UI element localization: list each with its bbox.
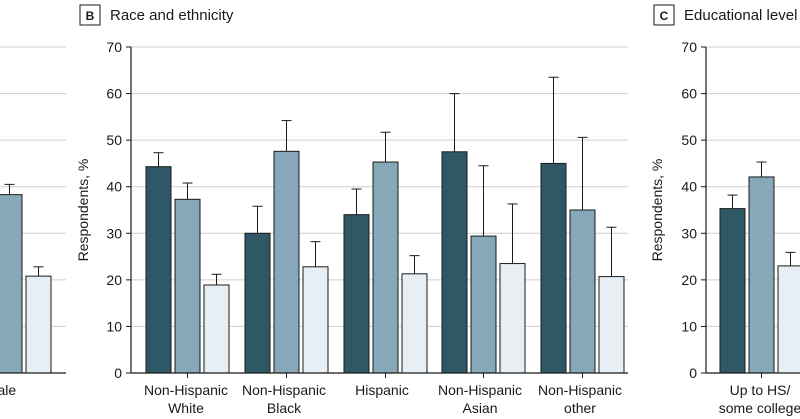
panel-title-c: Educational level xyxy=(684,7,797,24)
y-tick-label-c: 30 xyxy=(681,225,697,241)
bar-b-s3-c4 xyxy=(499,263,526,374)
bar-a-s3-c1 xyxy=(25,275,52,374)
bar-b-s2-c4 xyxy=(470,235,497,374)
bar-b-s2-c1 xyxy=(174,198,201,374)
y-tick-label-c: 0 xyxy=(689,365,697,381)
bar-c-s3-c1 xyxy=(777,265,800,374)
x-tick-label-b: Non-Hispanic xyxy=(242,382,326,398)
panel-letter-b: B xyxy=(86,9,95,23)
x-tick-label-c: Up to HS/ xyxy=(730,382,791,398)
x-tick-label-a: male xyxy=(0,382,16,398)
y-tick-label-c: 50 xyxy=(681,132,697,148)
bar-b-s2-c2 xyxy=(273,150,300,374)
bar-b-s1-c4 xyxy=(441,151,468,374)
bar-a-s2-c1 xyxy=(0,194,23,374)
panel-badge-b xyxy=(79,4,101,26)
panel-title-b: Race and ethnicity xyxy=(110,7,234,24)
x-tick-label-b: other xyxy=(564,400,596,416)
x-tick-label-b: Black xyxy=(267,400,302,416)
y-tick-label-b: 10 xyxy=(106,318,122,334)
x-tick-label-b: Non-Hispanic xyxy=(538,382,622,398)
bar-b-s2-c5 xyxy=(569,209,596,374)
bar-b-s1-c3 xyxy=(343,214,370,374)
y-tick-label-c: 10 xyxy=(681,318,697,334)
x-tick-label-b: Non-Hispanic xyxy=(144,382,228,398)
bar-b-s1-c5 xyxy=(540,162,567,374)
y-tick-label-c: 70 xyxy=(681,39,697,55)
y-tick-label-c: 20 xyxy=(681,272,697,288)
bar-b-s3-c1 xyxy=(203,284,230,374)
y-tick-label-b: 20 xyxy=(106,272,122,288)
bar-b-s1-c2 xyxy=(244,232,271,374)
y-tick-label-b: 50 xyxy=(106,132,122,148)
y-tick-label-b: 60 xyxy=(106,86,122,102)
y-axis-label-b: Respondents, % xyxy=(75,159,91,262)
bar-b-s1-c1 xyxy=(145,166,172,374)
panel-letter-c: C xyxy=(660,9,669,23)
x-tick-label-b: Non-Hispanic xyxy=(438,382,522,398)
y-tick-label-b: 40 xyxy=(106,179,122,195)
y-tick-label-b: 0 xyxy=(114,365,122,381)
bar-b-s2-c3 xyxy=(372,161,399,374)
x-tick-label-b: Asian xyxy=(462,400,497,416)
bar-b-s3-c2 xyxy=(302,266,329,374)
y-axis-label-c: Respondents, % xyxy=(649,159,665,262)
bar-b-s3-c5 xyxy=(598,276,625,374)
panel-badge-c xyxy=(653,4,675,26)
x-tick-label-b: White xyxy=(168,400,204,416)
bar-c-s2-c1 xyxy=(748,176,775,374)
bar-c-s1-c1 xyxy=(719,208,746,374)
x-tick-label-c: some college xyxy=(719,400,800,416)
y-tick-label-b: 30 xyxy=(106,225,122,241)
bar-b-s3-c3 xyxy=(401,273,428,374)
y-tick-label-b: 70 xyxy=(106,39,122,55)
y-tick-label-c: 60 xyxy=(681,86,697,102)
x-tick-label-b: Hispanic xyxy=(355,382,409,398)
y-tick-label-c: 40 xyxy=(681,179,697,195)
